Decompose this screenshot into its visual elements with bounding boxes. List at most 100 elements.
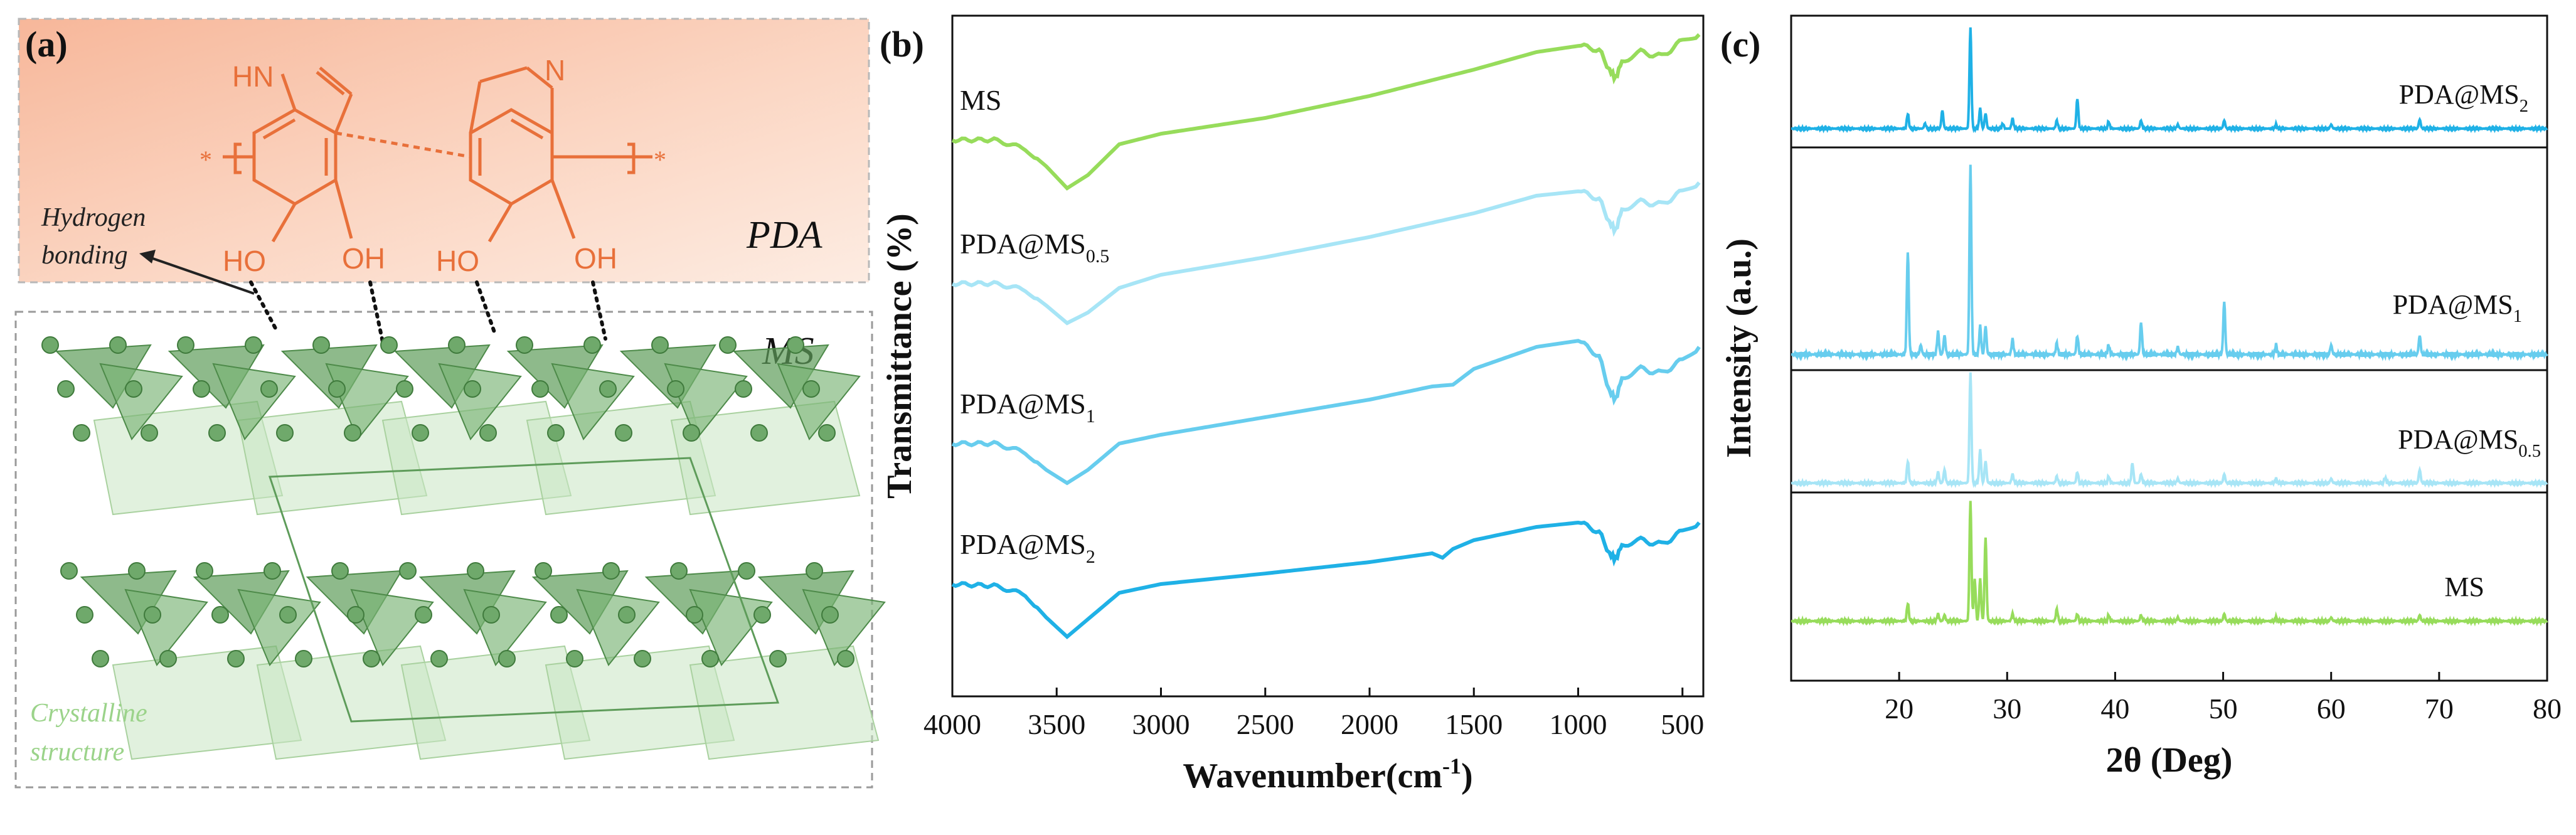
atom — [245, 336, 262, 354]
atom — [818, 424, 836, 442]
atom — [211, 606, 229, 624]
atom — [615, 424, 632, 442]
ftir-series-PDA@MS0.5 — [951, 181, 1701, 326]
atom — [363, 650, 380, 667]
atom — [566, 650, 583, 667]
tetrahedron — [237, 588, 321, 666]
pda-atom-labels: HN N HO OH HO OH * * — [200, 54, 666, 277]
atom — [686, 606, 703, 624]
atom — [295, 650, 312, 667]
atom — [738, 562, 755, 580]
x-tick-label: 3000 — [1132, 708, 1190, 740]
atom — [583, 336, 601, 354]
atom — [821, 606, 839, 624]
atom — [769, 650, 787, 667]
star-right: * — [654, 146, 666, 174]
panel-a: (a) PDA MS Hydrogen bonding — [14, 18, 886, 789]
atom — [177, 336, 194, 354]
ftir-series-PDA@MS1 — [951, 339, 1701, 486]
oh-atom-left: OH — [342, 242, 385, 275]
xrd-series-label: MS — [2444, 572, 2484, 602]
x-tick-label: 2500 — [1237, 708, 1294, 740]
atom — [535, 562, 552, 580]
x-tick-label: 80 — [2533, 693, 2562, 725]
plot-frame — [951, 14, 1705, 698]
crystalline-label-1: Crystalline — [30, 699, 147, 728]
atom — [396, 380, 413, 398]
atom — [415, 606, 432, 624]
atom — [125, 380, 142, 398]
atom — [448, 336, 466, 354]
xrd-series-PDA@MS1 — [1791, 164, 2548, 362]
atom — [193, 380, 210, 398]
atom — [92, 650, 109, 667]
atom — [670, 562, 688, 580]
x-tick-label: 4000 — [923, 708, 981, 740]
atom — [41, 336, 59, 354]
panel-c-label: (c) — [1720, 24, 1760, 65]
atom — [516, 336, 533, 354]
atom — [837, 650, 854, 667]
atom — [312, 336, 330, 354]
atom — [634, 650, 651, 667]
xrd-chart: 20 30 40 50 60 70 80 2θ (Deg) Intensity (a.u.) PD… — [1720, 14, 2562, 780]
atom — [806, 562, 823, 580]
atom — [802, 380, 820, 398]
xrd-series-MS — [1791, 501, 2548, 627]
hn-atom: HN — [232, 60, 274, 93]
hydrogen-bonding-arrowhead — [139, 250, 156, 263]
atom — [399, 562, 417, 580]
ftir-chart: 4000 3500 3000 2500 2000 1500 1000 500 Wavenumbe… — [880, 14, 1705, 795]
atom — [76, 606, 93, 624]
atom — [498, 650, 516, 667]
xrd-series-label: PDA@MS2 — [2399, 79, 2528, 116]
ftir-series-MS — [951, 33, 1701, 191]
atom — [464, 380, 481, 398]
atom — [602, 562, 620, 580]
atom — [550, 606, 568, 624]
tetrahedron — [463, 588, 547, 666]
panel-b-label: (b) — [880, 24, 924, 65]
tetrahedron — [350, 588, 434, 666]
y-axis-label: Intensity (a.u.) — [1720, 238, 1759, 458]
ho-atom-left: HO — [223, 245, 266, 277]
atom — [683, 424, 700, 442]
ftir-series-label: MS — [960, 84, 1001, 116]
x-tick-label: 60 — [2317, 693, 2346, 725]
unit-cell — [268, 457, 780, 723]
x-tick-label: 500 — [1661, 708, 1704, 740]
crystalline-label-2: structure — [30, 738, 124, 767]
oh-atom-right: OH — [574, 242, 617, 275]
tetrahedron — [689, 588, 773, 666]
tetrahedron — [438, 363, 522, 440]
hydrogen-bonding-label-1: Hydrogen — [41, 203, 146, 232]
atom — [667, 380, 684, 398]
atom — [753, 606, 771, 624]
x-tick-label: 1000 — [1550, 708, 1607, 740]
atom — [109, 336, 127, 354]
ftir-series-label: PDA@MS2 — [960, 528, 1095, 567]
x-tick-label: 70 — [2425, 693, 2454, 725]
hydrogen-bonding-arrow — [145, 255, 255, 295]
atom — [750, 424, 768, 442]
xrd-series-label: PDA@MS0.5 — [2398, 424, 2541, 461]
tetrahedron — [777, 363, 861, 440]
atom — [787, 336, 804, 354]
tetrahedron — [802, 588, 886, 666]
tetrahedron — [325, 363, 409, 440]
hydrogen-bond-dots — [249, 280, 607, 344]
xrd-series-PDA@MS0.5 — [1791, 372, 2548, 489]
tetrahedron — [124, 588, 208, 666]
atom — [599, 380, 617, 398]
x-tick-label: 30 — [1993, 693, 2021, 725]
x-tick-label: 40 — [2100, 693, 2129, 725]
x-axis-label: Wavenumber(cm-1) — [1183, 753, 1472, 795]
n-atom: N — [545, 54, 565, 87]
xrd-series-PDA@MS2 — [1791, 27, 2548, 134]
atom — [60, 562, 78, 580]
atom — [276, 424, 294, 442]
atom — [531, 380, 549, 398]
atom — [482, 606, 500, 624]
atom — [467, 562, 484, 580]
